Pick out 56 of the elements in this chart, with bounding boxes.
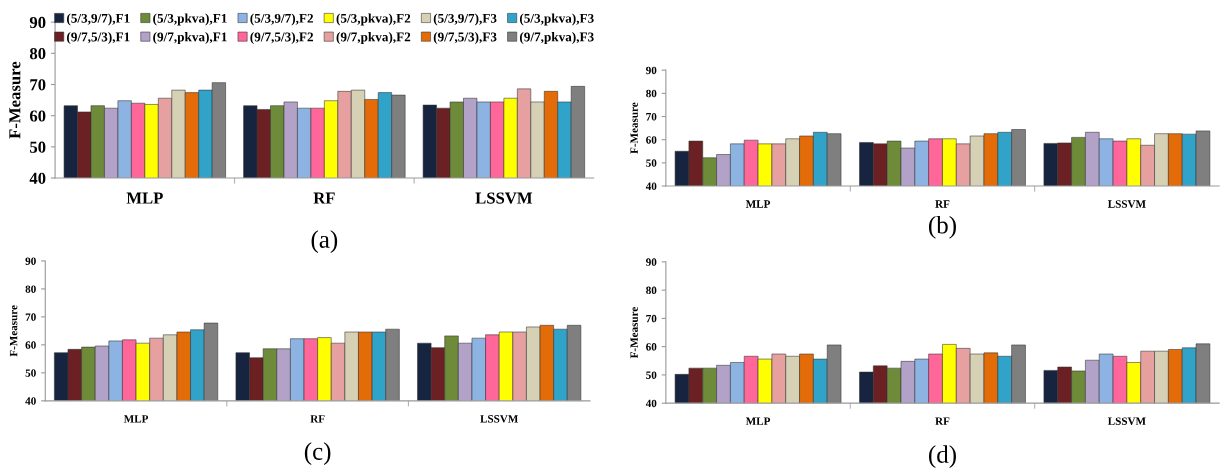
legend-label: (5/3,pkva),F2 (336, 13, 411, 26)
y-tick-label: 50 (646, 371, 657, 379)
y-tick-label: 50 (30, 141, 46, 153)
y-tick-label: 80 (646, 286, 657, 295)
legend-label: (9/7,5/3),F3 (433, 32, 497, 45)
y-tick-label: 80 (25, 285, 36, 293)
y-tick-label: 70 (25, 313, 36, 321)
text: (a) (311, 230, 338, 253)
x-tick-label: MLP (745, 417, 771, 425)
y-tick-label: 40 (645, 399, 657, 408)
legend-label: (5/3,9/7),F3 (433, 13, 497, 26)
y-axis-title: F-Measure (630, 102, 638, 154)
y-tick-label: 70 (646, 112, 657, 121)
legend-label: (5/3,pkva),F1 (153, 13, 227, 26)
x-tick-label: RF (313, 192, 335, 204)
y-tick-label: 80 (29, 48, 46, 60)
x-tick-label: MLP (745, 200, 771, 208)
y-tick-label: 50 (646, 159, 657, 167)
y-tick-label: 90 (29, 16, 46, 29)
text: (c) (304, 442, 331, 465)
y-tick-label: 90 (646, 66, 657, 75)
x-tick-label: MLP (126, 192, 163, 204)
text: (d) (929, 445, 956, 468)
y-tick-label: 70 (30, 79, 46, 91)
y-tick-label: 60 (25, 341, 36, 349)
y-tick-label: 90 (646, 258, 657, 266)
x-tick-label: LSSVM (475, 192, 533, 204)
legend-label: (5/3,9/7),F1 (67, 13, 130, 26)
x-tick-label: MLP (123, 415, 149, 423)
legend-label: (5/3,pkva),F3 (519, 13, 594, 26)
y-axis-title: F-Measure (630, 307, 638, 359)
x-tick-label: RF (310, 415, 325, 423)
y-tick-label: 60 (29, 110, 46, 122)
y-tick-label: 80 (646, 89, 657, 98)
y-tick-label: 40 (25, 397, 36, 405)
y-tick-label: 60 (646, 136, 657, 144)
y-tick-label: 40 (645, 182, 657, 191)
legend-label: (9/7,pkva),F3 (519, 32, 594, 45)
y-tick-label: 90 (25, 257, 36, 265)
y-tick-label: 60 (646, 343, 657, 351)
y-tick-label: 50 (25, 369, 36, 377)
y-tick-label: 40 (29, 172, 46, 184)
legend-label: (9/7,5/3),F2 (250, 32, 314, 45)
legend-label: (9/7,5/3),F1 (67, 32, 130, 45)
y-axis-title: F-Measure (9, 61, 21, 139)
x-tick-label: LSSVM (1107, 200, 1146, 208)
x-tick-label: RF (935, 200, 950, 208)
x-tick-label: LSSVM (1107, 417, 1146, 425)
y-axis-title: F-Measure (9, 305, 18, 357)
legend-label: (9/7,pkva),F1 (153, 32, 227, 45)
y-tick-label: 70 (646, 314, 657, 323)
legend-label: (9/7,pkva),F2 (336, 32, 411, 45)
legend-label: (5/3,9/7),F2 (250, 13, 314, 26)
text: (b) (929, 215, 956, 239)
x-tick-label: RF (935, 417, 950, 425)
x-tick-label: LSSVM (480, 415, 519, 423)
